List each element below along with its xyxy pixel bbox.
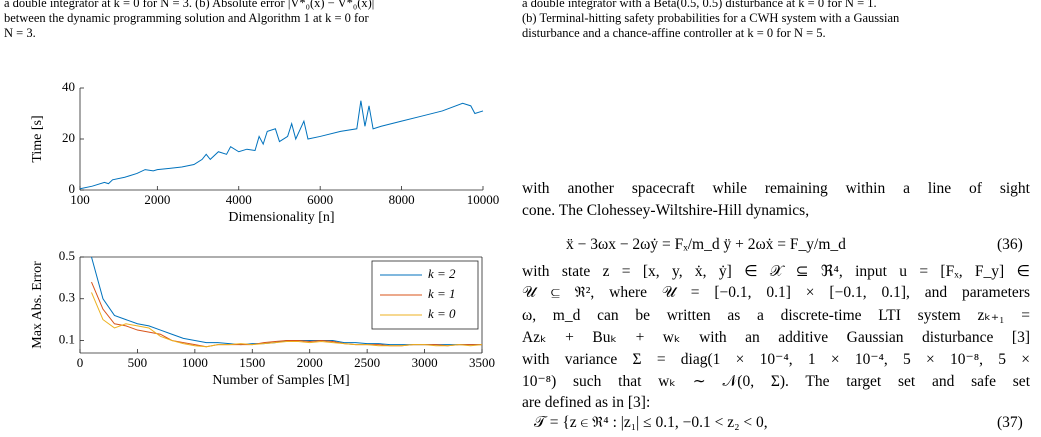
x-tick-label: 500 [128, 355, 148, 370]
caption-line: between the dynamic programming solution… [4, 11, 369, 25]
body-line: with variance Σ = diag(1 × 10⁻⁴, 1 × 10⁻… [522, 351, 1030, 368]
legend-label: k = 2 [428, 266, 456, 281]
figure: 100 2000 4000 6000 8000 1000002040Dimensional… [30, 79, 500, 388]
legend-label: k = 1 [428, 286, 456, 301]
y-tick-label: 0.5 [59, 248, 75, 263]
x-tick-label: 2000 [144, 192, 170, 207]
x-tick-label: 1000 [182, 355, 208, 370]
x-tick-label: 2000 [297, 355, 323, 370]
caption-line: disturbance and a chance-affine controll… [522, 26, 826, 40]
body-line: ω, m_d can be written as a discrete-time… [522, 307, 1030, 324]
y-tick-label: 0.1 [59, 331, 75, 346]
equation-number: (37) [997, 414, 1023, 431]
body-line: Azₖ + Buₖ + wₖ with an additive Gaussian… [522, 329, 1030, 346]
y-tick-label: 20 [62, 130, 75, 145]
x-tick-label: 3000 [412, 355, 438, 370]
x-tick-label: 6000 [307, 192, 333, 207]
x-axis-label: Dimensionality [n] [228, 210, 334, 225]
body-line: with state z = [x, y, ẋ, ẏ] ∈ 𝒳 ⊆ ℜ⁴, in… [522, 263, 1030, 280]
x-tick-label: 8000 [389, 192, 415, 207]
x-tick-label: 4000 [226, 192, 252, 207]
body-line: with another spacecraft while remaining … [522, 180, 1030, 197]
x-axis-label: Number of Samples [M] [212, 373, 349, 388]
body-line: 10⁻⁸) such that wₖ ∼ 𝒩(0, Σ). The target… [522, 373, 1030, 390]
caption-line: N = 3. [4, 26, 36, 40]
x-tick-label: 0 [77, 355, 84, 370]
caption-line: a double integrator with a Beta(0.5, 0.5… [522, 0, 877, 10]
x-tick-label: 100 [70, 192, 90, 207]
x-tick-label: 3500 [469, 355, 495, 370]
y-axis-label: Max Abs. Error [30, 261, 45, 349]
caption-line: a double integrator at k = 0 for N = 3. … [4, 0, 375, 10]
equation: 𝒯 = {z ∈ ℜ⁴ : |z₁| ≤ 0.1, −0.1 < z₂ < 0, [534, 414, 768, 431]
body-line: cone. The Clohessey-Wiltshire-Hill dynam… [522, 202, 810, 219]
caption-line: (b) Terminal-hitting safety probabilitie… [522, 11, 900, 25]
legend-label: k = 0 [428, 306, 456, 321]
x-tick-label: 1500 [239, 355, 265, 370]
x-tick-label: 10000 [467, 192, 500, 207]
equation: ẍ − 3ωx − 2ωẏ = Fₓ/m_d ÿ + 2ωẋ = F_y/m_d [566, 236, 846, 253]
y-tick-label: 40 [62, 79, 75, 94]
body-line: 𝒰 ⊆ ℜ², where 𝒰 = [−0.1, 0.1] × [−0.1, 0… [522, 284, 1030, 301]
y-tick-label: 0.3 [59, 290, 75, 305]
y-tick-label: 0 [69, 181, 76, 196]
data-line [91, 292, 483, 348]
body-line: are defined as in [3]: [522, 394, 651, 411]
x-tick-label: 2500 [354, 355, 380, 370]
equation-number: (36) [997, 236, 1023, 253]
y-axis-label: Time [s] [30, 115, 45, 162]
data-line [79, 100, 484, 190]
